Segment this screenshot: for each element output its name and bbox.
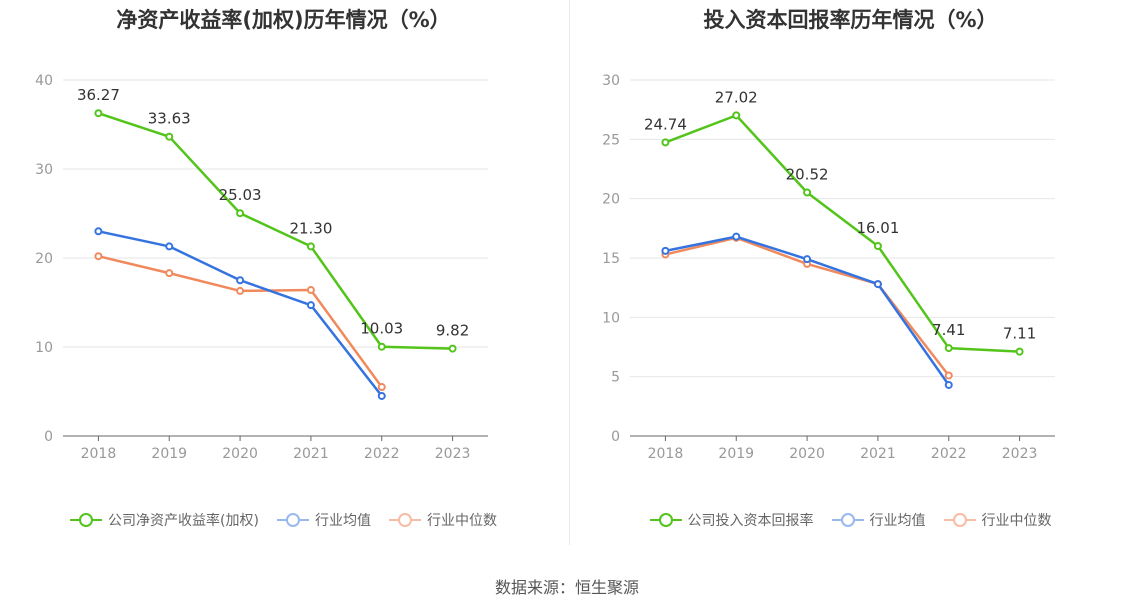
y-tick-label: 30: [35, 162, 53, 178]
y-tick-label: 0: [44, 429, 53, 445]
data-point: [236, 209, 245, 218]
data-point: [236, 286, 245, 295]
legend-item-industry-mean[interactable]: 行业均值: [831, 510, 926, 530]
legend-label: 行业均值: [869, 513, 926, 529]
x-tick-label: 2018: [81, 446, 117, 462]
panel-divider: [569, 0, 570, 545]
data-point: [732, 111, 741, 120]
data-label: 9.82: [436, 322, 469, 340]
x-tick-label: 2023: [435, 446, 471, 462]
legend-item-company[interactable]: 公司净资产收益率(加权): [70, 510, 259, 530]
data-label: 36.27: [77, 86, 120, 104]
series-line-1: [98, 230, 383, 397]
data-label: 16.01: [856, 219, 899, 237]
series-line-0: [664, 114, 1020, 353]
x-tick-label: 2020: [789, 446, 825, 462]
x-tick-label: 2018: [648, 446, 684, 462]
y-tick-label: 15: [602, 251, 620, 267]
y-tick-label: 20: [602, 192, 620, 208]
legend-item-industry-mean[interactable]: 行业均值: [276, 510, 371, 530]
data-label: 7.11: [1003, 325, 1036, 343]
legend-label: 公司净资产收益率(加权): [108, 513, 259, 529]
legend-marker-icon: [649, 513, 682, 527]
data-point: [165, 132, 174, 141]
chart-title: 净资产收益率(加权)历年情况（%）: [116, 8, 451, 32]
data-point: [803, 188, 812, 197]
series-line-2: [98, 255, 383, 388]
data-point: [377, 391, 386, 400]
x-tick-label: 2019: [718, 446, 754, 462]
y-tick-label: 30: [602, 73, 620, 89]
legend-item-company[interactable]: 公司投入资本回报率: [649, 510, 814, 530]
data-point: [661, 138, 670, 147]
data-point: [873, 242, 882, 251]
x-tick-label: 2019: [151, 446, 187, 462]
roe-line-chart: 0 10 20 30 40 2018 2019 2020 2021 2022 2023 36.27 33…: [35, 73, 488, 462]
legend-marker-icon: [943, 513, 976, 527]
data-point: [306, 301, 315, 310]
legend-label: 行业中位数: [981, 513, 1052, 529]
data-point: [165, 242, 174, 251]
x-tick-label: 2022: [364, 446, 400, 462]
data-point: [1015, 347, 1024, 356]
data-point: [377, 342, 386, 351]
data-label: 20.52: [786, 165, 829, 183]
data-label: 10.03: [360, 320, 403, 338]
data-point: [94, 227, 103, 236]
y-tick-label: 10: [602, 310, 620, 326]
data-point: [944, 344, 953, 353]
data-point: [803, 255, 812, 264]
data-point: [306, 286, 315, 295]
legend-marker-icon: [70, 513, 103, 527]
legend-item-industry-median[interactable]: 行业中位数: [943, 510, 1052, 530]
chart-legend: 公司投入资本回报率 行业均值 行业中位数: [567, 510, 1134, 530]
legend-item-industry-median[interactable]: 行业中位数: [388, 510, 497, 530]
data-point: [732, 232, 741, 241]
legend-label: 行业中位数: [426, 513, 497, 529]
roic-chart-panel: 投入资本回报率历年情况（%） 0 5 10 15 20 25 30 2018 2019 2020 2…: [567, 0, 1134, 560]
data-point: [165, 269, 174, 278]
y-tick-label: 10: [35, 340, 53, 356]
y-tick-label: 25: [602, 132, 620, 148]
x-tick-label: 2021: [293, 446, 329, 462]
data-point: [661, 246, 670, 255]
legend-marker-icon: [831, 513, 864, 527]
data-point: [944, 371, 953, 380]
series-line-0: [98, 112, 453, 350]
y-tick-label: 40: [35, 73, 53, 89]
x-tick-label: 2022: [931, 446, 967, 462]
data-point: [236, 276, 245, 285]
y-tick-label: 20: [35, 251, 53, 267]
roe-chart-panel: 净资产收益率(加权)历年情况（%） 0 10 20 30 40 2018 2019 2020 2…: [0, 0, 567, 560]
data-source-note: 数据来源：恒生聚源: [494, 578, 639, 597]
data-label: 27.02: [715, 88, 758, 106]
data-point: [94, 109, 103, 118]
data-point: [873, 280, 882, 289]
chart-legend: 公司净资产收益率(加权) 行业均值 行业中位数: [0, 510, 567, 530]
data-label: 7.41: [932, 321, 965, 339]
y-tick-label: 5: [611, 370, 620, 386]
x-tick-label: 2020: [222, 446, 258, 462]
y-tick-label: 0: [611, 429, 620, 445]
data-label: 33.63: [148, 110, 191, 128]
legend-marker-icon: [388, 513, 421, 527]
data-point: [94, 252, 103, 261]
data-point: [377, 383, 386, 392]
x-tick-label: 2023: [1002, 446, 1038, 462]
data-label: 25.03: [219, 186, 262, 204]
legend-label: 公司投入资本回报率: [687, 513, 814, 529]
x-tick-label: 2021: [860, 446, 896, 462]
data-point: [306, 242, 315, 251]
data-label: 24.74: [644, 115, 687, 133]
legend-label: 行业均值: [314, 513, 371, 529]
legend-marker-icon: [276, 513, 309, 527]
data-point: [448, 344, 457, 353]
chart-title: 投入资本回报率历年情况（%）: [703, 8, 998, 32]
data-point: [944, 380, 953, 389]
data-label: 21.30: [289, 219, 332, 237]
roic-line-chart: 0 5 10 15 20 25 30 2018 2019 2020 2021 2022 2023 24.7…: [602, 73, 1055, 462]
